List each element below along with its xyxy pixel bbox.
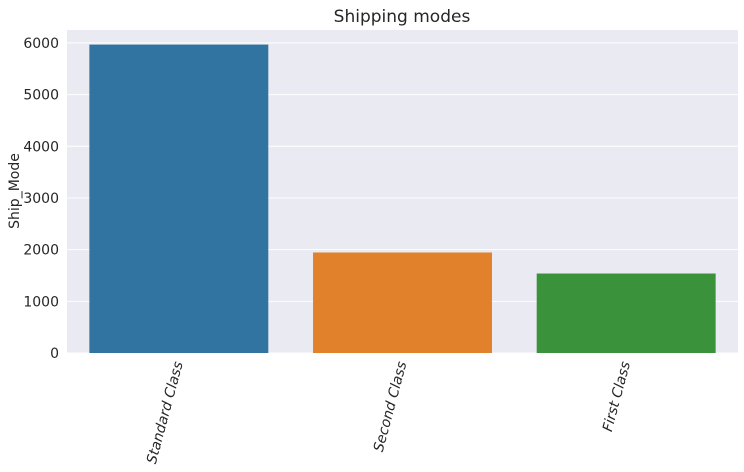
y-tick-label: 4000: [23, 139, 59, 155]
x-tick-label: Standard Class: [144, 360, 187, 466]
bar-standard-class: [89, 44, 269, 353]
y-tick-label: 6000: [23, 36, 59, 52]
y-tick-label: 2000: [23, 243, 59, 259]
x-tick-label: First Class: [600, 360, 634, 433]
y-tick-label: 3000: [23, 191, 59, 207]
bar-second-class: [313, 252, 492, 353]
y-tick-label: 5000: [23, 88, 59, 104]
y-axis-ticks: 0 1000 2000 3000 4000 5000 6000: [23, 36, 59, 362]
chart-title: Shipping modes: [334, 7, 471, 27]
bars: [89, 44, 716, 353]
y-tick-label: 1000: [23, 294, 59, 310]
x-tick-label: Second Class: [371, 360, 410, 454]
bar-first-class: [536, 273, 716, 353]
x-axis-ticks: Standard Class Second Class First Class: [144, 360, 634, 466]
y-axis-label: Ship_Mode: [7, 153, 23, 229]
y-tick-label: 0: [50, 346, 59, 362]
